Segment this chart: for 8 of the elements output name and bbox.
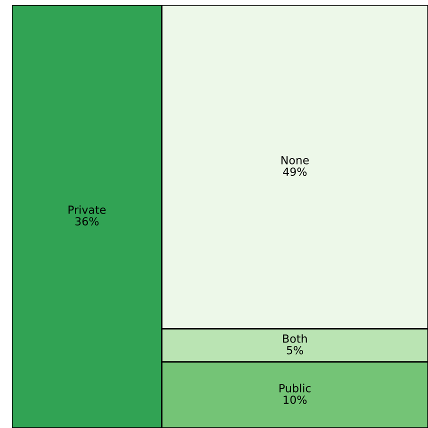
data-label: 5% xyxy=(286,346,304,354)
category-label: None xyxy=(281,156,309,164)
data-label: 49% xyxy=(283,168,307,176)
category-label: Both xyxy=(283,334,307,343)
data-label: 36% xyxy=(75,217,99,226)
data-label: 10% xyxy=(284,396,307,404)
category-label: Private xyxy=(68,205,106,214)
category-label: Public xyxy=(280,384,311,392)
